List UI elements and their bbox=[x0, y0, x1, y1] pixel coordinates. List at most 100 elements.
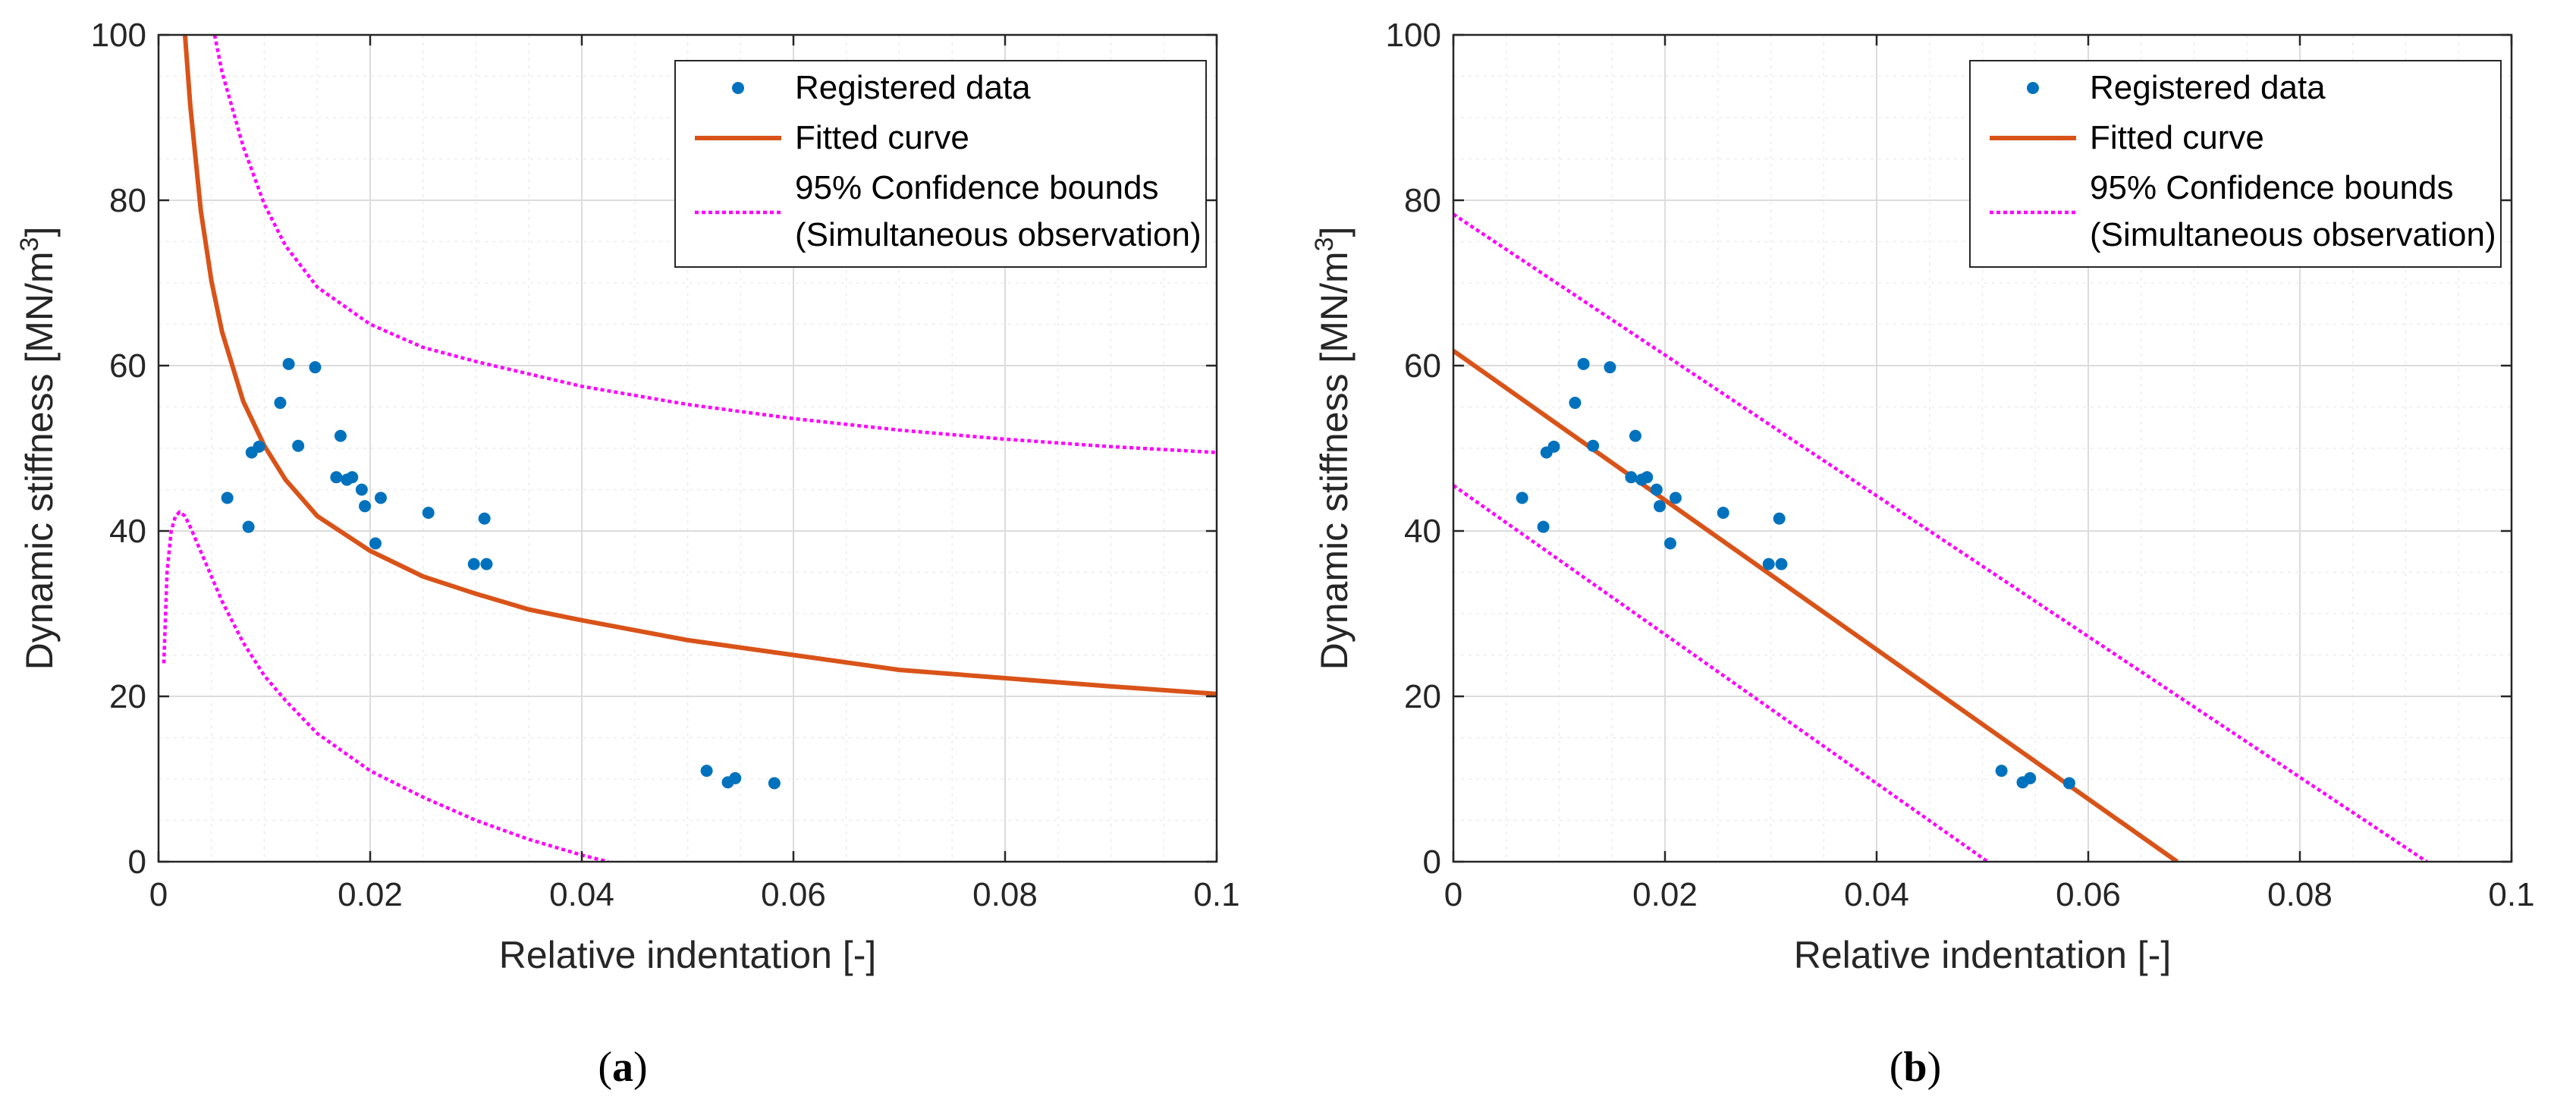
data-point bbox=[480, 558, 493, 570]
data-point bbox=[1650, 483, 1663, 496]
data-point bbox=[700, 765, 713, 778]
y-tick-label: 40 bbox=[109, 513, 146, 550]
data-point bbox=[282, 357, 295, 370]
data-point bbox=[1717, 507, 1729, 520]
x-tick-label: 0.08 bbox=[972, 876, 1038, 913]
data-point bbox=[221, 492, 234, 504]
legend-marker-data bbox=[2027, 82, 2039, 94]
series-group bbox=[162, 35, 1217, 862]
y-tick-label: 80 bbox=[109, 182, 146, 219]
data-point bbox=[1569, 397, 1582, 410]
y-tick-label: 20 bbox=[1404, 678, 1441, 715]
data-point bbox=[359, 500, 372, 513]
panel-b-letter: b bbox=[1903, 1044, 1927, 1091]
y-tick-label: 80 bbox=[1404, 182, 1441, 219]
data-point bbox=[729, 771, 742, 784]
legend-entry: Registered data bbox=[2090, 69, 2326, 106]
x-tick-label: 0.1 bbox=[1193, 876, 1239, 913]
y-axis-label-superscript: 3 bbox=[1310, 237, 1339, 252]
data-point bbox=[467, 558, 480, 570]
data-point bbox=[253, 440, 265, 453]
legend-entry: (Simultaneous observation) bbox=[2090, 216, 2496, 253]
data-point bbox=[369, 537, 382, 550]
data-point bbox=[1663, 537, 1676, 550]
data-point bbox=[1604, 361, 1616, 374]
x-tick-label: 0.1 bbox=[2488, 876, 2534, 913]
legend-box bbox=[674, 60, 1207, 268]
confidence-bound-upper bbox=[1453, 212, 2428, 862]
data-point bbox=[1629, 429, 1641, 442]
legend-entry: 95% Confidence bounds bbox=[2090, 169, 2453, 206]
axes-box bbox=[157, 33, 1218, 863]
y-axis-label-main: Dynamic stiffness [MN/m bbox=[18, 251, 61, 670]
data-point bbox=[1995, 765, 2008, 778]
legend-marker-data bbox=[732, 82, 744, 94]
legend-entry: (Simultaneous observation) bbox=[795, 216, 1202, 253]
y-tick-label: 60 bbox=[109, 347, 146, 385]
y-tick-label: 60 bbox=[1404, 347, 1441, 385]
y-axis-label-end: ] bbox=[1313, 227, 1356, 237]
data-point bbox=[1625, 471, 1638, 484]
y-axis-label-superscript: 3 bbox=[15, 237, 44, 252]
y-tick-label: 20 bbox=[109, 678, 146, 715]
data-point bbox=[768, 777, 781, 790]
y-tick-label: 40 bbox=[1404, 513, 1441, 550]
data-point bbox=[242, 520, 255, 533]
x-tick-label: 0 bbox=[1444, 876, 1462, 913]
data-point bbox=[1762, 558, 1775, 570]
data-point bbox=[2024, 771, 2037, 784]
x-tick-label: 0.06 bbox=[761, 876, 826, 913]
data-point bbox=[1669, 492, 1682, 504]
data-point bbox=[1654, 500, 1667, 513]
y-tick-label: 0 bbox=[1423, 844, 1441, 881]
chart-panel-a: (a) 0 0.02 0.04 0.06 0.08 0.1 0 20 40 60 80 100 Rela… bbox=[15, 17, 1240, 1091]
data-point bbox=[1587, 439, 1600, 452]
data-point bbox=[274, 397, 287, 410]
data-point bbox=[1547, 440, 1560, 453]
data-point bbox=[1516, 492, 1528, 504]
x-tick-label: 0.02 bbox=[1632, 876, 1698, 913]
data-point bbox=[1773, 512, 1786, 525]
data-point bbox=[1577, 357, 1590, 370]
data-point bbox=[1775, 558, 1788, 570]
x-tick-label: 0.02 bbox=[338, 876, 403, 913]
legend-entry: Fitted curve bbox=[2090, 119, 2264, 156]
x-tick-label: 0.06 bbox=[2056, 876, 2121, 913]
x-axis-label: Relative indentation [-] bbox=[499, 934, 877, 976]
x-tick-label: 0.04 bbox=[549, 876, 614, 913]
fitted-curve-line bbox=[1453, 348, 2179, 862]
legend-box bbox=[1969, 60, 2502, 268]
legend-entry: 95% Confidence bounds bbox=[795, 169, 1158, 206]
panel-a-label: (a) bbox=[598, 1044, 647, 1091]
y-tick-label: 0 bbox=[128, 844, 146, 881]
data-point bbox=[292, 439, 305, 452]
data-point bbox=[355, 483, 368, 496]
series-group bbox=[1453, 212, 2428, 862]
data-point bbox=[346, 471, 359, 484]
chart-panel-b: (b) 0 0.02 0.04 0.06 0.08 0.1 0 20 40 60 80 100 Rela… bbox=[1310, 17, 2535, 1091]
data-point bbox=[309, 361, 322, 374]
data-point bbox=[2062, 777, 2075, 790]
y-axis-label: Dynamic stiffness [MN/m3] bbox=[1310, 227, 1356, 671]
confidence-bound-upper bbox=[212, 35, 1217, 454]
data-point bbox=[478, 512, 491, 525]
y-axis-label: Dynamic stiffness [MN/m3] bbox=[15, 227, 61, 671]
y-axis-label-main: Dynamic stiffness [MN/m bbox=[1313, 251, 1356, 670]
data-point bbox=[1641, 471, 1654, 484]
data-point bbox=[330, 471, 343, 484]
y-tick-label: 100 bbox=[1386, 17, 1441, 54]
data-point bbox=[374, 492, 387, 504]
y-axis-label-end: ] bbox=[18, 227, 61, 237]
y-tick-label: 100 bbox=[91, 17, 146, 54]
data-point bbox=[334, 429, 347, 442]
legend: Registered data Fitted curve 95% Confidenc… bbox=[674, 60, 1207, 268]
grid bbox=[159, 35, 1217, 862]
panel-b-label: (b) bbox=[1890, 1044, 1941, 1091]
data-point bbox=[422, 507, 435, 520]
x-tick-label: 0.04 bbox=[1844, 876, 1909, 913]
x-tick-label: 0 bbox=[149, 876, 168, 913]
data-point bbox=[1537, 520, 1550, 533]
x-axis-label: Relative indentation [-] bbox=[1794, 934, 2172, 976]
confidence-bound-lower bbox=[162, 510, 609, 862]
